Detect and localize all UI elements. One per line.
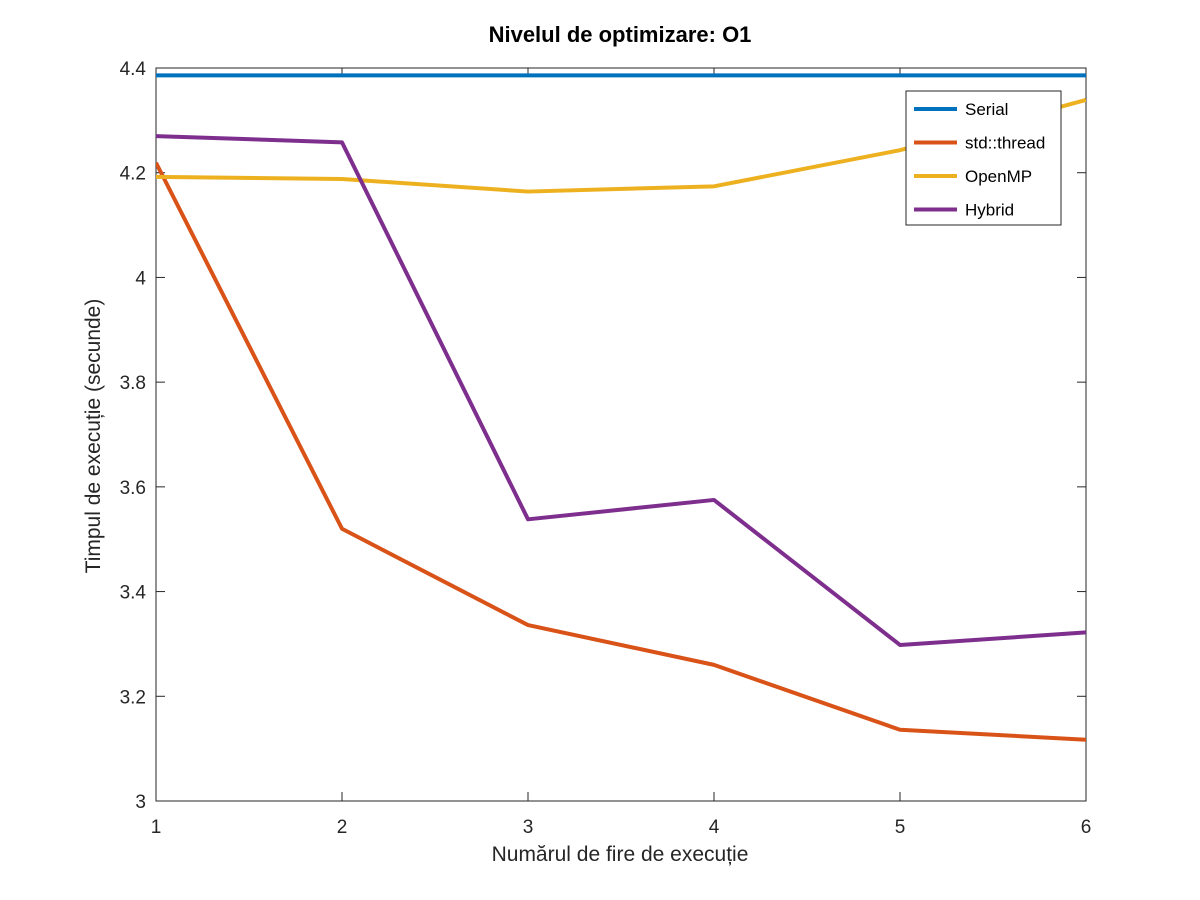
y-tick-label: 3.2 xyxy=(120,687,146,708)
y-axis-label: Timpul de execuție (secunde) xyxy=(82,299,105,574)
y-tick-label: 3.6 xyxy=(120,478,146,499)
legend-box xyxy=(905,90,1062,226)
x-tick-label: 3 xyxy=(523,817,534,838)
legend-label-hybrid: Hybrid xyxy=(965,201,1014,220)
legend-label-serial: Serial xyxy=(965,100,1008,119)
legend-label-std-thread: std::thread xyxy=(965,134,1045,153)
x-tick-label: 2 xyxy=(337,817,348,838)
x-axis-label: Numărul de fire de execuție xyxy=(492,843,749,866)
series-line-std-thread xyxy=(156,161,1086,742)
legend-label-openmp: OpenMP xyxy=(965,167,1032,186)
x-tick-label: 1 xyxy=(151,817,162,838)
x-axis-ticks: 1 2 3 4 5 6 xyxy=(151,68,1092,838)
x-tick-label: 6 xyxy=(1081,817,1092,838)
series-line-hybrid xyxy=(156,134,1086,647)
y-tick-label: 4.2 xyxy=(120,164,146,185)
x-tick-label: 5 xyxy=(895,817,906,838)
y-axis-ticks: 3 3.2 3.4 3.6 3.8 4 4.2 4.4 xyxy=(120,59,1086,813)
y-tick-label: 3 xyxy=(135,792,146,813)
y-tick-label: 4.4 xyxy=(120,59,147,80)
chart-title: Nivelul de optimizare: O1 xyxy=(489,22,752,47)
y-tick-label: 3.8 xyxy=(120,373,146,394)
y-tick-label: 4 xyxy=(135,268,146,289)
x-tick-label: 4 xyxy=(709,817,720,838)
y-tick-label: 3.4 xyxy=(120,583,147,604)
